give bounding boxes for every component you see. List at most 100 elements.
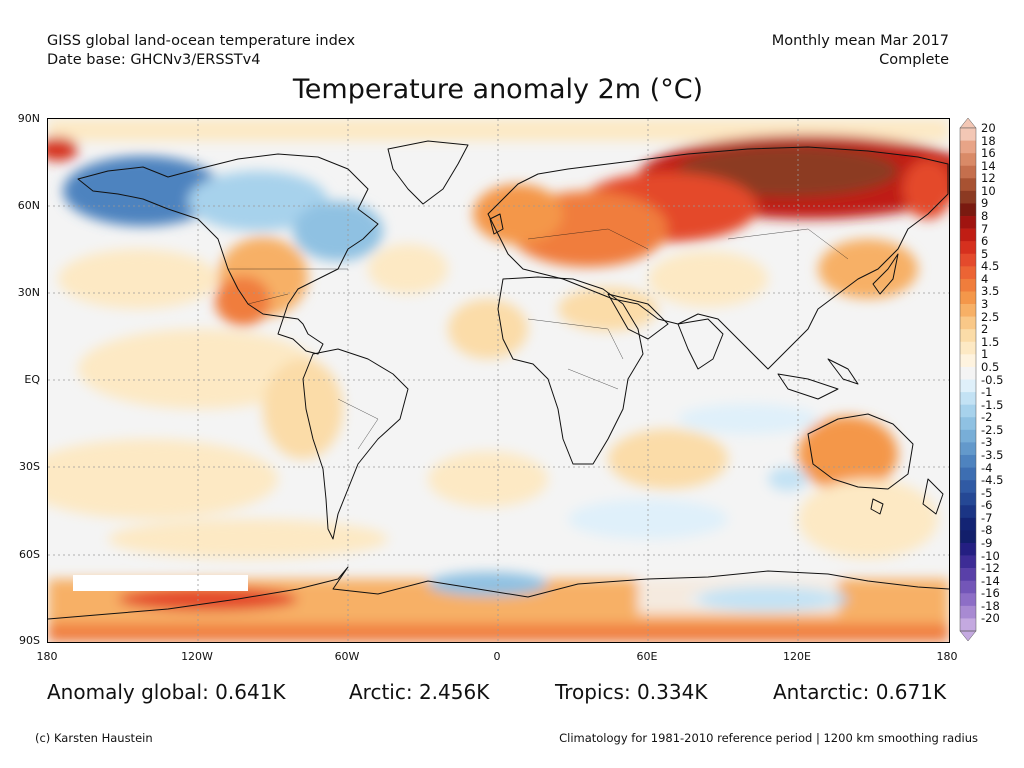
colorbar-swatch (960, 279, 976, 292)
colorbar-tick-label: -9 (981, 537, 992, 549)
colorbar-swatch (960, 417, 976, 430)
lat-label-90n: 90N (0, 112, 40, 125)
database-label: Date base: GHCNv3/ERSSTv4 (47, 51, 355, 70)
colorbar-swatch (960, 291, 976, 304)
colorbar-swatch (960, 405, 976, 418)
colorbar-swatch (960, 455, 976, 468)
colorbar-tick-label: -14 (981, 575, 1000, 587)
colorbar-tick-label: -2.5 (981, 424, 1003, 436)
colorbar-tick-label: -3 (981, 436, 992, 448)
colorbar-tick-label: 2.5 (981, 311, 999, 323)
lon-label-120w: 120W (181, 650, 213, 663)
colorbar-swatch (960, 568, 976, 581)
colorbar-tick-label: 3 (981, 298, 988, 310)
colorbar-swatch (960, 153, 976, 166)
header-right: Monthly mean Mar 2017 Complete (772, 32, 949, 70)
colorbar-tick-label: 4.5 (981, 260, 999, 272)
colorbar-tick-label: -20 (981, 612, 1000, 624)
colorbar-swatch (960, 166, 976, 179)
colorbar-swatch (960, 128, 976, 141)
colorbar-tick-label: -10 (981, 550, 1000, 562)
colorbar-tick-label: 1 (981, 348, 988, 360)
colorbar-tick-label: 0.5 (981, 361, 999, 373)
colorbar-swatch (960, 203, 976, 216)
colorbar-tick-label: -5 (981, 487, 992, 499)
colorbar-tick-label: 5 (981, 248, 988, 260)
colorbar-tick-label: -16 (981, 587, 1000, 599)
lat-label-30n: 30N (0, 286, 40, 299)
colorbar-swatch (960, 254, 976, 267)
colorbar-tick-label: -1.5 (981, 399, 1003, 411)
lon-label-60e: 60E (637, 650, 658, 663)
colorbar-tick-label: 4 (981, 273, 988, 285)
stat-tropics: Tropics: 0.334K (555, 680, 707, 704)
colorbar-tick-label: 1.5 (981, 336, 999, 348)
colorbar-tick-label: 9 (981, 197, 988, 209)
colorbar-tick-label: 12 (981, 172, 996, 184)
colorbar-tick-label: 10 (981, 185, 996, 197)
colorbar-swatch (960, 329, 976, 342)
climatology-note: Climatology for 1981-2010 reference peri… (559, 731, 978, 745)
lat-label-30s: 30S (0, 460, 40, 473)
colorbar-swatch (960, 392, 976, 405)
colorbar-tick-label: 18 (981, 135, 996, 147)
colorbar-swatch (960, 141, 976, 154)
lat-label-90s: 90S (0, 634, 40, 647)
map-title: Temperature anomaly 2m (°C) (0, 74, 996, 105)
colorbar-swatch (960, 442, 976, 455)
colorbar-tick-label: 20 (981, 122, 996, 134)
colorbar-swatch (960, 229, 976, 242)
lat-label-60n: 60N (0, 199, 40, 212)
colorbar-swatch (960, 367, 976, 380)
stat-global: Anomaly global: 0.641K (47, 680, 286, 704)
lon-label-180w: 180 (37, 650, 58, 663)
dataset-title: GISS global land-ocean temperature index (47, 32, 355, 51)
colorbar-tick-label: -1 (981, 386, 992, 398)
colorbar-tick-label: -2 (981, 411, 992, 423)
colorbar-tick-label: 14 (981, 160, 996, 172)
colorbar-swatch (960, 468, 976, 481)
colorbar-swatch (960, 266, 976, 279)
lon-label-120e: 120E (783, 650, 811, 663)
colorbar-tick-label: -6 (981, 499, 992, 511)
colorbar-tick-label: -3.5 (981, 449, 1003, 461)
colorbar-tick-label: -0.5 (981, 374, 1003, 386)
colorbar-swatch (960, 518, 976, 531)
colorbar-swatch (960, 543, 976, 556)
header-left: GISS global land-ocean temperature index… (47, 32, 355, 70)
colorbar-tick-label: -7 (981, 512, 992, 524)
colorbar-swatch (960, 581, 976, 594)
colorbar-tick-label: 6 (981, 235, 988, 247)
lat-label-eq: EQ (0, 373, 40, 386)
colorbar-swatch (960, 430, 976, 443)
anomaly-map-svg (48, 119, 949, 642)
colorbar-swatch (960, 354, 976, 367)
colorbar-swatch (960, 606, 976, 619)
lon-label-60w: 60W (335, 650, 360, 663)
colorbar-swatch (960, 505, 976, 518)
colorbar-swatch (960, 530, 976, 543)
colorbar-min-arrow (960, 631, 976, 641)
colorbar-max-arrow (960, 118, 976, 128)
copyright-text: (c) Karsten Haustein (35, 731, 153, 745)
colorbar-tick-label: -4 (981, 462, 992, 474)
stat-arctic: Arctic: 2.456K (349, 680, 489, 704)
colorbar-swatch (960, 593, 976, 606)
colorbar-tick-label: 3.5 (981, 285, 999, 297)
anomaly-map (47, 118, 950, 643)
colorbar-tick-label: -8 (981, 524, 992, 536)
colorbar-swatch (960, 216, 976, 229)
colorbar-swatch (960, 317, 976, 330)
lat-label-60s: 60S (0, 548, 40, 561)
colorbar-tick-label: -18 (981, 600, 1000, 612)
colorbar-swatch (960, 556, 976, 569)
colorbar-swatch (960, 342, 976, 355)
missing-data-area (73, 575, 248, 591)
colorbar-swatch (960, 304, 976, 317)
lon-label-0: 0 (494, 650, 501, 663)
colorbar-swatch (960, 191, 976, 204)
colorbar-swatch (960, 493, 976, 506)
colorbar-swatch (960, 178, 976, 191)
lon-label-180e: 180 (937, 650, 958, 663)
period-label: Monthly mean Mar 2017 (772, 32, 949, 51)
